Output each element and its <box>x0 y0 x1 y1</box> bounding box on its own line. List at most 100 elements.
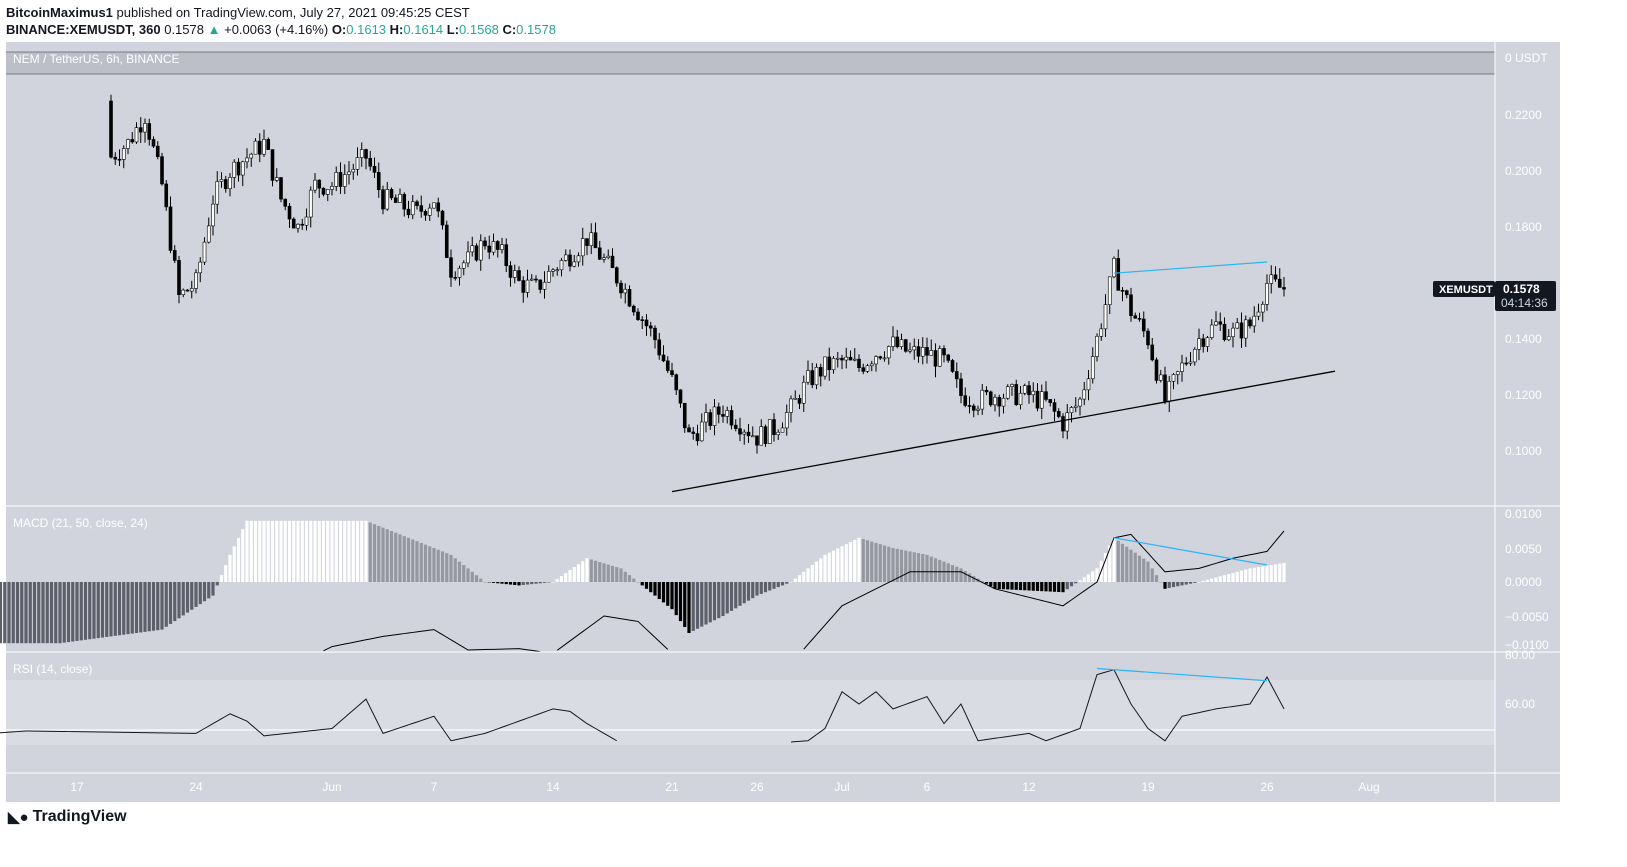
macd-histogram-bar <box>360 520 364 582</box>
candle <box>1107 276 1112 305</box>
time-axis[interactable]: 17 24 Jun 7 14 21 26 Jul 6 12 19 26 Aug <box>70 780 1379 794</box>
macd-histogram-bar <box>1057 582 1061 592</box>
macd-tick: −0.0050 <box>1505 610 1549 624</box>
macd-histogram-bar <box>585 558 589 582</box>
candle <box>423 211 428 216</box>
candle <box>219 179 224 182</box>
candle <box>402 194 407 210</box>
candle <box>223 179 228 189</box>
candle <box>1005 386 1010 399</box>
candle <box>406 208 411 216</box>
macd-histogram-bar <box>0 582 3 644</box>
candle <box>950 360 955 372</box>
macd-histogram-bar <box>751 582 755 599</box>
candle <box>1252 315 1257 327</box>
candle <box>631 305 636 313</box>
candle <box>1069 407 1074 414</box>
candle <box>780 427 785 433</box>
macd-histogram-bar <box>15 582 20 644</box>
macd-divergence-line <box>1113 537 1268 566</box>
candle <box>984 389 989 393</box>
candle <box>1184 362 1189 365</box>
macd-histogram-bar <box>500 582 504 584</box>
macd-histogram-bar <box>564 573 568 582</box>
macd-histogram-bar <box>831 550 836 582</box>
candle <box>1018 392 1023 405</box>
candle <box>699 421 704 442</box>
macd-histogram-bar <box>317 520 321 582</box>
candle <box>453 277 458 279</box>
price-tick: 0.1000 <box>1505 444 1542 458</box>
candle <box>427 207 432 216</box>
candle <box>325 189 330 195</box>
candle <box>440 210 445 226</box>
macd-histogram-bar <box>572 567 576 582</box>
up-arrow-icon: ▲ <box>207 22 221 37</box>
macd-tick: 0.0000 <box>1505 575 1542 589</box>
price-axis[interactable]: 0 USDT 0.2200 0.2000 0.1800 0.1400 0.120… <box>1505 51 1549 711</box>
candle <box>525 279 530 293</box>
candle <box>602 257 606 260</box>
candle <box>185 289 190 292</box>
macd-histogram-bar <box>700 582 704 627</box>
macd-histogram-bar <box>411 539 415 582</box>
macd-histogram-bar <box>258 520 262 582</box>
candle <box>908 349 912 352</box>
macd-histogram-bar <box>122 582 126 635</box>
macd-histogram-bar <box>343 520 347 582</box>
candle <box>168 206 173 251</box>
candle <box>308 189 313 218</box>
candle <box>1039 391 1044 409</box>
macd-histogram-bar <box>334 520 338 582</box>
macd-histogram-bar <box>1244 569 1248 582</box>
macd-histogram-bar <box>436 549 440 582</box>
candle <box>206 225 211 243</box>
candle <box>215 181 220 205</box>
macd-histogram-bar <box>938 559 942 582</box>
candle <box>725 410 730 417</box>
candle <box>1209 324 1214 338</box>
candle <box>653 327 657 341</box>
candle <box>232 161 237 178</box>
candle <box>1277 278 1282 288</box>
candle <box>1086 378 1091 391</box>
macd-histogram-bar <box>428 546 432 582</box>
macd-histogram-bar <box>385 529 389 582</box>
candle <box>1099 328 1104 337</box>
support-trendline <box>671 370 1336 493</box>
chart[interactable]: NEM / TetherUS, 6h, BINANCE MACD (21, 50… <box>0 42 1627 802</box>
macd-histogram-bar <box>474 575 479 582</box>
candle <box>891 336 895 347</box>
candle <box>555 269 560 272</box>
macd-histogram-bar <box>836 548 840 582</box>
candle <box>1231 327 1235 338</box>
candle <box>746 431 751 437</box>
macd-histogram-bar <box>41 582 45 644</box>
macd-histogram-bar <box>661 582 666 603</box>
candle <box>704 412 708 423</box>
candle <box>886 346 891 359</box>
macd-histogram-bar <box>857 537 861 582</box>
candle <box>899 339 904 347</box>
candle <box>882 357 887 360</box>
macd-histogram-bar <box>1184 582 1188 585</box>
macd-histogram-bar <box>1116 540 1120 582</box>
candle <box>835 357 840 360</box>
candle <box>1048 399 1053 403</box>
candle <box>942 348 946 356</box>
macd-histogram-bar <box>45 582 49 644</box>
candle <box>644 319 649 327</box>
candle <box>874 356 878 365</box>
tradingview-logo[interactable]: ◣● TradingView <box>8 808 127 826</box>
time-tick: 7 <box>431 780 438 794</box>
open: 0.1613 <box>346 22 387 37</box>
candle <box>1154 359 1159 381</box>
candle <box>661 354 666 362</box>
macd-histogram-bar <box>1210 578 1214 582</box>
macd-histogram-bar <box>79 582 83 641</box>
macd-histogram-bar <box>479 578 483 582</box>
macd-histogram-bar <box>959 568 963 582</box>
macd-histogram-bar <box>780 582 785 586</box>
macd-histogram-bar <box>105 582 109 637</box>
macd-histogram-bar <box>734 582 738 609</box>
